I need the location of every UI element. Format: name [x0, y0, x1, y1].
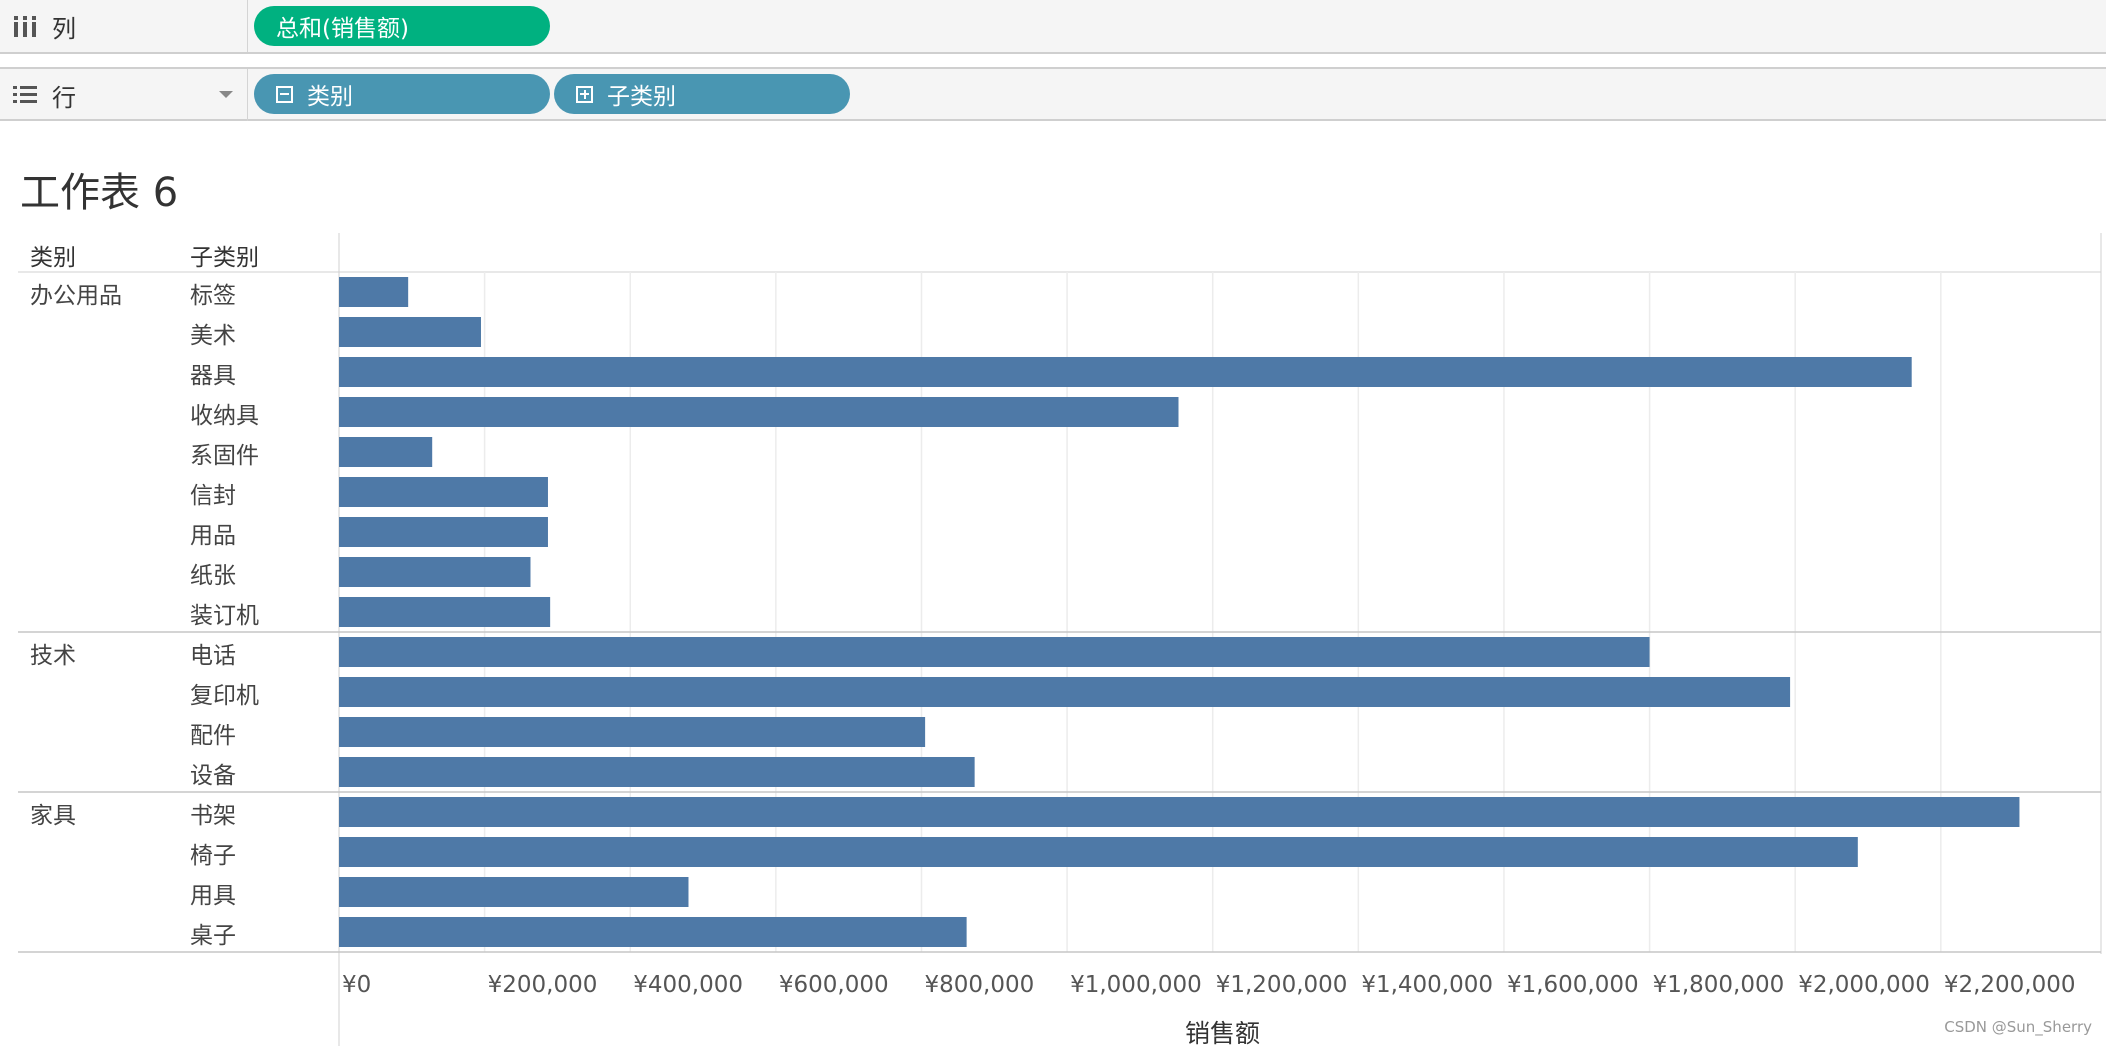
- bar: [339, 757, 975, 787]
- bar: [339, 597, 551, 627]
- rows-shelf-title: 行: [52, 83, 76, 112]
- category-label[interactable]: 技术: [30, 643, 76, 669]
- subcategory-label[interactable]: 收纳具: [190, 403, 259, 429]
- category-pill[interactable]: 类别: [254, 74, 550, 114]
- collapse-minus-icon[interactable]: [276, 85, 293, 103]
- rows-shelf: 行 类别 子类别: [0, 67, 2106, 121]
- bar: [339, 557, 531, 587]
- columns-shelf-title: 列: [52, 14, 76, 43]
- bar: [339, 357, 1912, 387]
- subcategory-column-header[interactable]: 子类别: [190, 245, 259, 271]
- bar: [339, 837, 1858, 867]
- bar: [339, 397, 1179, 427]
- bar: [339, 437, 433, 467]
- columns-icon: [12, 13, 38, 39]
- subcategory-label[interactable]: 配件: [190, 723, 236, 749]
- x-tick-label: ¥1,800,000: [1653, 972, 1785, 998]
- x-tick-label: ¥1,200,000: [1216, 972, 1348, 998]
- bar: [339, 797, 2020, 827]
- subcategory-label[interactable]: 用具: [190, 883, 236, 909]
- x-axis-title: 销售额: [1185, 1019, 1261, 1046]
- subcategory-label[interactable]: 纸张: [190, 563, 236, 589]
- x-tick-label: ¥2,200,000: [1944, 972, 2076, 998]
- subcategory-pill[interactable]: 子类别: [554, 74, 850, 114]
- subcategory-label[interactable]: 桌子: [190, 923, 236, 949]
- bar: [339, 677, 1791, 707]
- x-tick-label: ¥1,400,000: [1361, 972, 1493, 998]
- x-tick-label: ¥600,000: [779, 972, 889, 998]
- bar: [339, 637, 1650, 667]
- subcategory-label[interactable]: 设备: [190, 763, 236, 789]
- subcategory-label[interactable]: 系固件: [190, 443, 259, 469]
- category-column-header[interactable]: 类别: [30, 245, 76, 271]
- x-tick-label: ¥0: [342, 972, 371, 998]
- subcategory-label[interactable]: 电话: [190, 643, 236, 669]
- x-tick-label: ¥2,000,000: [1798, 972, 1930, 998]
- bar: [339, 277, 409, 307]
- x-tick-label: ¥800,000: [924, 972, 1034, 998]
- x-tick-label: ¥1,600,000: [1507, 972, 1639, 998]
- bar: [339, 477, 548, 507]
- subcategory-label[interactable]: 椅子: [190, 843, 236, 869]
- x-tick-label: ¥1,000,000: [1070, 972, 1202, 998]
- category-label[interactable]: 家具: [30, 803, 76, 829]
- category-pill-label: 类别: [307, 84, 353, 110]
- bar: [339, 917, 967, 947]
- category-label[interactable]: 办公用品: [30, 283, 122, 309]
- columns-shelf: 列 总和(销售额): [0, 0, 2106, 54]
- expand-plus-icon[interactable]: [576, 85, 593, 103]
- x-tick-label: ¥400,000: [633, 972, 743, 998]
- rows-list-icon: [12, 82, 38, 108]
- bar: [339, 717, 926, 747]
- sum-sales-pill[interactable]: 总和(销售额): [254, 6, 550, 46]
- sheet-title: 工作表 6: [20, 170, 179, 216]
- sum-sales-pill-label: 总和(销售额): [276, 16, 409, 42]
- subcategory-label[interactable]: 美术: [190, 323, 236, 349]
- columns-shelf-label: 列: [0, 0, 248, 52]
- x-tick-label: ¥200,000: [488, 972, 598, 998]
- subcategory-label[interactable]: 信封: [190, 483, 236, 509]
- subcategory-pill-label: 子类别: [607, 84, 676, 110]
- subcategory-label[interactable]: 标签: [190, 283, 236, 309]
- subcategory-label[interactable]: 复印机: [190, 683, 259, 709]
- bar: [339, 517, 548, 547]
- bar: [339, 317, 481, 347]
- bar: [339, 877, 689, 907]
- chevron-down-icon[interactable]: [219, 91, 233, 98]
- watermark: CSDN @Sun_Sherry: [1944, 1018, 2092, 1036]
- subcategory-label[interactable]: 器具: [190, 363, 236, 389]
- subcategory-label[interactable]: 装订机: [190, 603, 259, 629]
- subcategory-label[interactable]: 书架: [190, 803, 236, 829]
- subcategory-label[interactable]: 用品: [190, 523, 236, 549]
- rows-shelf-label: 行: [0, 69, 248, 121]
